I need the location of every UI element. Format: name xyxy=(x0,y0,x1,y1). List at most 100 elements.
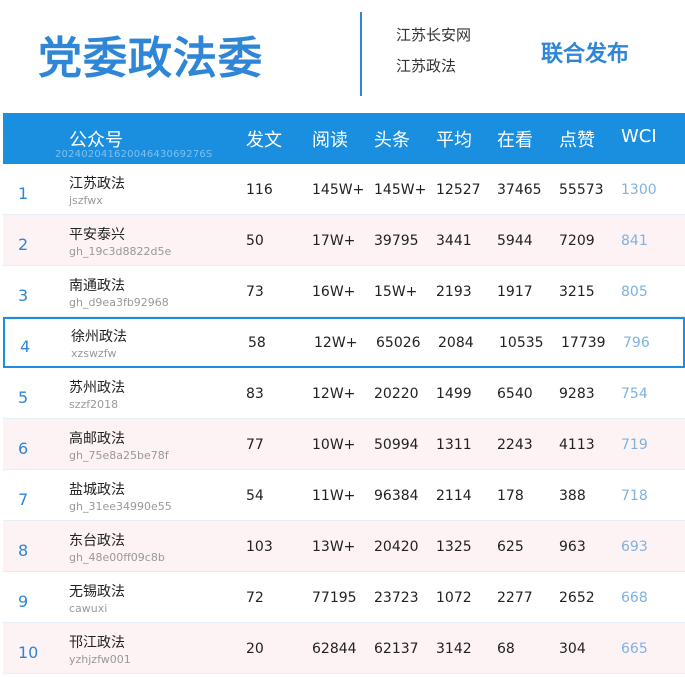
looking-cell: 625 xyxy=(497,539,524,555)
headline-cell: 145W+ xyxy=(374,182,427,198)
likes-cell: 7209 xyxy=(559,233,595,249)
reads-cell: 12W+ xyxy=(314,335,358,351)
likes-cell: 55573 xyxy=(559,182,604,198)
wci-cell: 841 xyxy=(621,233,648,249)
average-cell: 1499 xyxy=(436,386,472,402)
average-cell: 1325 xyxy=(436,539,472,555)
table-row[interactable]: 6 高邮政法 gh_75e8a25be78f 77 10W+ 50994 1311 2243 4… xyxy=(3,419,685,470)
likes-cell: 3215 xyxy=(559,284,595,300)
table-row[interactable]: 5 苏州政法 szzf2018 83 12W+ 20220 1499 6540 9283 754 xyxy=(3,368,685,419)
looking-cell: 6540 xyxy=(497,386,533,402)
account-name: 苏州政法 xyxy=(69,380,125,396)
headline-cell: 15W+ xyxy=(374,284,418,300)
account-id: gh_19c3d8822d5e xyxy=(69,245,172,258)
posts-cell: 77 xyxy=(246,437,264,453)
table-row[interactable]: 3 南通政法 gh_d9ea3fb92968 73 16W+ 15W+ 2193 1917 32… xyxy=(3,266,685,317)
account-name: 南通政法 xyxy=(69,278,125,294)
table-row[interactable]: 2 平安泰兴 gh_19c3d8822d5e 50 17W+ 39795 3441 5944 7… xyxy=(3,215,685,266)
table-row[interactable]: 9 无锡政法 cawuxi 72 77195 23723 1072 2277 2652 668 xyxy=(3,572,685,623)
account-name: 邗江政法 xyxy=(69,635,125,651)
table-row[interactable]: 4 徐州政法 xzswzfw 58 12W+ 65026 2084 10535 17739 796 xyxy=(3,317,685,368)
table-body: 1 江苏政法 jszfwx 116 145W+ 145W+ 12527 37465 55573 1… xyxy=(3,164,685,674)
average-cell: 12527 xyxy=(436,182,481,198)
account-id: cawuxi xyxy=(69,602,108,615)
wci-cell: 1300 xyxy=(621,182,657,198)
headline-cell: 20220 xyxy=(374,386,419,402)
account-id: gh_d9ea3fb92968 xyxy=(69,296,169,309)
posts-cell: 103 xyxy=(246,539,273,555)
reads-cell: 62844 xyxy=(312,641,357,657)
rank-number: 4 xyxy=(20,337,31,356)
account-id: yzhjzfw001 xyxy=(69,653,131,666)
reads-cell: 16W+ xyxy=(312,284,356,300)
wci-cell: 668 xyxy=(621,590,648,606)
table-row[interactable]: 7 盐城政法 gh_31ee34990e55 54 11W+ 96384 2114 178 38… xyxy=(3,470,685,521)
average-cell: 2114 xyxy=(436,488,472,504)
looking-cell: 2277 xyxy=(497,590,533,606)
rank-number: 1 xyxy=(18,184,29,203)
posts-cell: 20 xyxy=(246,641,264,657)
account-id: xzswzfw xyxy=(71,347,117,360)
account-name: 盐城政法 xyxy=(69,482,125,498)
likes-cell: 17739 xyxy=(561,335,606,351)
average-cell: 2193 xyxy=(436,284,472,300)
rank-number: 7 xyxy=(18,490,29,509)
account-id: gh_31ee34990e55 xyxy=(69,500,172,513)
looking-cell: 68 xyxy=(497,641,515,657)
posts-cell: 73 xyxy=(246,284,264,300)
account-name: 高邮政法 xyxy=(69,431,125,447)
source-label-2: 江苏政法 xyxy=(396,57,457,75)
account-name: 徐州政法 xyxy=(71,329,127,345)
reads-cell: 10W+ xyxy=(312,437,356,453)
looking-cell: 10535 xyxy=(499,335,544,351)
looking-cell: 1917 xyxy=(497,284,533,300)
reads-cell: 145W+ xyxy=(312,182,365,198)
wci-cell: 693 xyxy=(621,539,648,555)
likes-cell: 2652 xyxy=(559,590,595,606)
likes-cell: 4113 xyxy=(559,437,595,453)
reads-cell: 13W+ xyxy=(312,539,356,555)
likes-cell: 304 xyxy=(559,641,586,657)
rank-number: 9 xyxy=(18,592,29,611)
column-header-average: 平均 xyxy=(436,130,472,151)
posts-cell: 54 xyxy=(246,488,264,504)
header: 党委政法委 江苏长安网 江苏政法 联合发布 xyxy=(0,0,685,110)
wci-cell: 754 xyxy=(621,386,648,402)
headline-cell: 23723 xyxy=(374,590,419,606)
average-cell: 1072 xyxy=(436,590,472,606)
wci-cell: 718 xyxy=(621,488,648,504)
account-name: 东台政法 xyxy=(69,533,125,549)
table-row[interactable]: 10 邗江政法 yzhjzfw001 20 62844 62137 3142 68 304 665 xyxy=(3,623,685,674)
account-name: 江苏政法 xyxy=(69,176,125,192)
account-id: szzf2018 xyxy=(69,398,119,411)
account-name: 平安泰兴 xyxy=(69,227,125,243)
column-header-reads: 阅读 xyxy=(312,130,348,151)
headline-cell: 39795 xyxy=(374,233,419,249)
wci-cell: 665 xyxy=(621,641,648,657)
table-row[interactable]: 8 东台政法 gh_48e00ff09c8b 103 13W+ 20420 1325 625 9… xyxy=(3,521,685,572)
likes-cell: 9283 xyxy=(559,386,595,402)
reads-cell: 11W+ xyxy=(312,488,356,504)
account-id: gh_75e8a25be78f xyxy=(69,449,169,462)
posts-cell: 72 xyxy=(246,590,264,606)
source-label-1: 江苏长安网 xyxy=(396,26,472,44)
column-header-looking: 在看 xyxy=(497,130,533,151)
posts-cell: 116 xyxy=(246,182,273,198)
rank-number: 3 xyxy=(18,286,29,305)
rank-number: 6 xyxy=(18,439,29,458)
column-header-likes: 点赞 xyxy=(559,130,595,151)
headline-cell: 65026 xyxy=(376,335,421,351)
table-header: 公众号 发文 阅读 头条 平均 在看 点赞 WCI 20240204162004… xyxy=(3,113,685,164)
rank-number: 8 xyxy=(18,541,29,560)
account-name: 无锡政法 xyxy=(69,584,125,600)
looking-cell: 37465 xyxy=(497,182,542,198)
looking-cell: 178 xyxy=(497,488,524,504)
column-header-wci: WCI xyxy=(621,126,657,147)
wci-cell: 805 xyxy=(621,284,648,300)
headline-cell: 62137 xyxy=(374,641,419,657)
table-row[interactable]: 1 江苏政法 jszfwx 116 145W+ 145W+ 12527 37465 55573 1… xyxy=(3,164,685,215)
ranking-table: 公众号 发文 阅读 头条 平均 在看 点赞 WCI 20240204162004… xyxy=(3,113,685,674)
reads-cell: 77195 xyxy=(312,590,357,606)
posts-cell: 83 xyxy=(246,386,264,402)
likes-cell: 388 xyxy=(559,488,586,504)
